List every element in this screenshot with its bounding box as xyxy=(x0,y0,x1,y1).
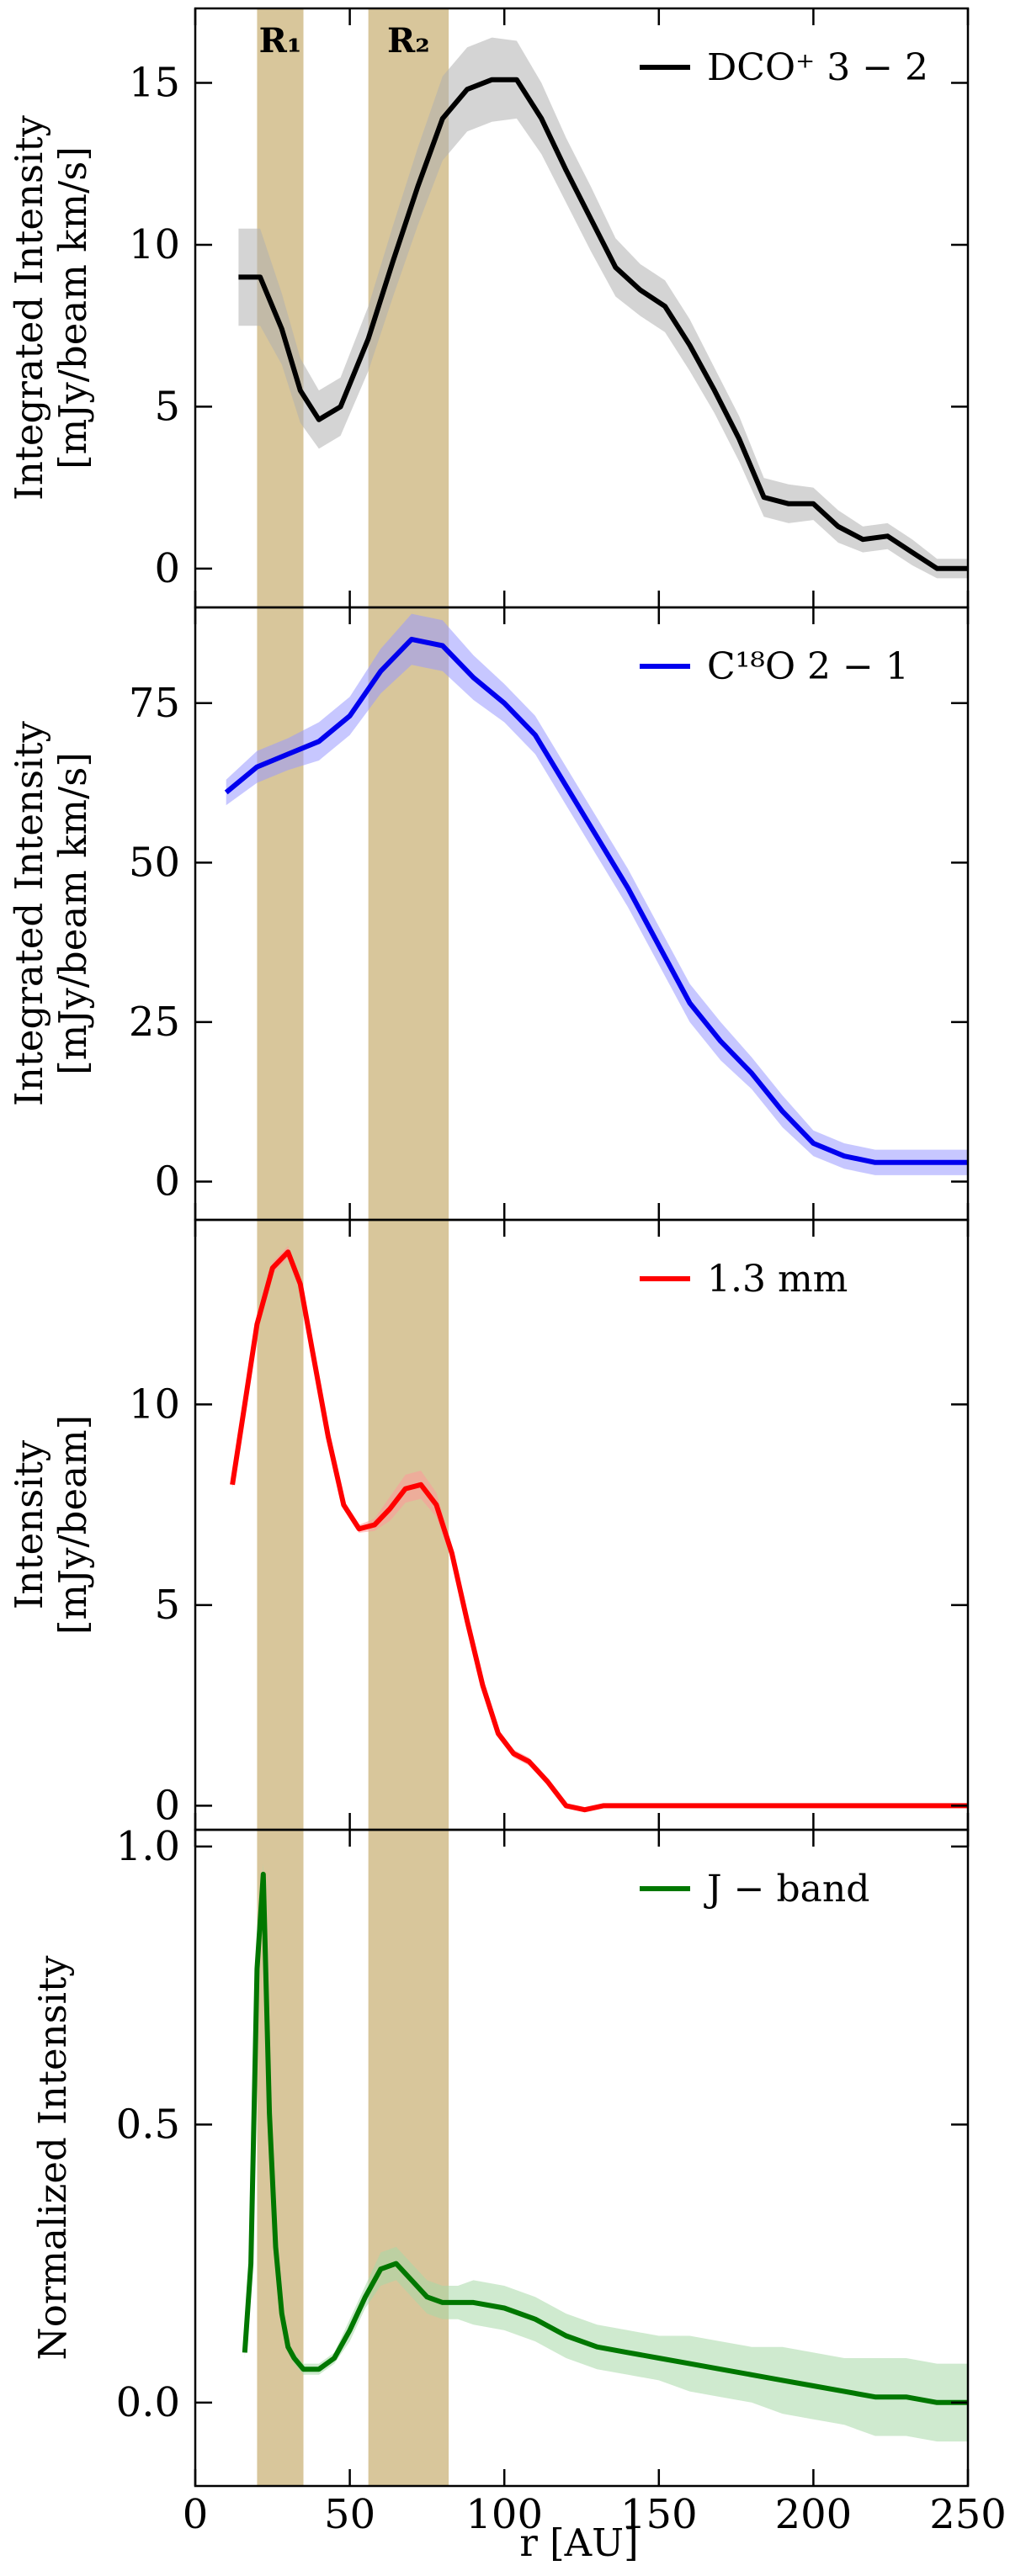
panel-continuum: 0 5 10 Intensity[mJy/beam] 1.3 mm xyxy=(7,1218,970,1831)
panel-dco: 0 5 10 15 Integrated Intensity[mJy/beam km/s… xyxy=(7,7,970,609)
y-axis-label-line: Integrated Intensity xyxy=(7,720,51,1105)
x-tick-label: 50 xyxy=(324,2491,375,2538)
panel-jband: 0.0 0.5 1.0 Normalized Intensity J − band xyxy=(30,1823,970,2488)
legend-label-c18o: C¹⁸O 2 − 1 xyxy=(707,645,909,688)
y-axis-label-line: Normalized Intensity xyxy=(30,1955,75,2361)
y-tick-label: 25 xyxy=(129,999,180,1046)
x-axis-label: r [AU] xyxy=(519,2520,638,2565)
y-tick-label: 0 xyxy=(154,1782,180,1829)
y-tick-label: 1.0 xyxy=(116,1823,180,1870)
legend-label-continuum: 1.3 mm xyxy=(707,1258,848,1301)
y-tick-label: 50 xyxy=(129,839,180,886)
legend-label-jband: J − band xyxy=(704,1868,869,1911)
y-tick-label: 0.0 xyxy=(116,2379,180,2426)
series-band-dco xyxy=(238,37,968,579)
series-band-c18o xyxy=(226,613,968,1175)
shaded-region-2 xyxy=(368,8,449,2486)
y-tick-label: 5 xyxy=(154,1582,180,1629)
x-tick-label: 0 xyxy=(183,2491,209,2538)
region-labels: R₁ R₂ xyxy=(259,21,430,61)
series-line-c18o xyxy=(224,636,968,1165)
y-axis-label-line: [mJy/beam] xyxy=(50,1415,95,1635)
region-label-2: R₂ xyxy=(387,21,430,61)
y-tick-label: 0.5 xyxy=(116,2101,180,2148)
y-axis-label-c18o: Integrated Intensity[mJy/beam km/s] xyxy=(7,720,95,1105)
legend-label-dco: DCO⁺ 3 − 2 xyxy=(707,46,928,89)
y-axis-label-line: [mJy/beam km/s] xyxy=(50,752,95,1075)
y-axis-label-line: [mJy/beam km/s] xyxy=(50,146,95,469)
y-axis-label-jband: Normalized Intensity xyxy=(30,1955,75,2361)
panel-frame-continuum xyxy=(194,1218,970,1831)
series-band-jband xyxy=(244,1863,968,2442)
x-tick-label: 200 xyxy=(775,2491,853,2538)
shared-x-axis: r [AU] 0 50 100 150 200 250 xyxy=(183,2491,1007,2565)
shaded-region-1 xyxy=(257,8,304,2486)
series-line-jband xyxy=(242,1871,968,2405)
series-band-continuum xyxy=(232,1246,969,1812)
y-tick-label: 0 xyxy=(154,545,180,592)
y-axis-label-line: Intensity xyxy=(7,1439,51,1609)
panel-frame-jband xyxy=(194,1828,970,2488)
y-tick-label: 0 xyxy=(154,1158,180,1206)
series-line-continuum xyxy=(230,1249,968,1813)
series-line-dco xyxy=(238,77,968,571)
panel-frame-dco xyxy=(194,7,970,609)
y-axis-label-continuum: Intensity[mJy/beam] xyxy=(7,1415,95,1635)
panel-c18o: 0 25 50 75 Integrated Intensity[mJy/beam km/… xyxy=(7,606,970,1222)
y-axis-label-line: Integrated Intensity xyxy=(7,114,51,500)
y-tick-label: 5 xyxy=(154,383,180,430)
y-tick-label: 15 xyxy=(129,60,180,107)
y-tick-label: 10 xyxy=(129,221,180,268)
shaded-regions xyxy=(257,8,449,2486)
y-tick-label: 10 xyxy=(129,1381,180,1428)
region-label-1: R₁ xyxy=(259,21,302,61)
x-tick-label: 100 xyxy=(465,2491,543,2538)
x-tick-label: 150 xyxy=(620,2491,698,2538)
y-axis-label-dco: Integrated Intensity[mJy/beam km/s] xyxy=(7,114,95,500)
y-tick-label: 75 xyxy=(129,680,180,727)
x-tick-label: 250 xyxy=(929,2491,1007,2538)
panel-frame-c18o xyxy=(194,606,970,1222)
